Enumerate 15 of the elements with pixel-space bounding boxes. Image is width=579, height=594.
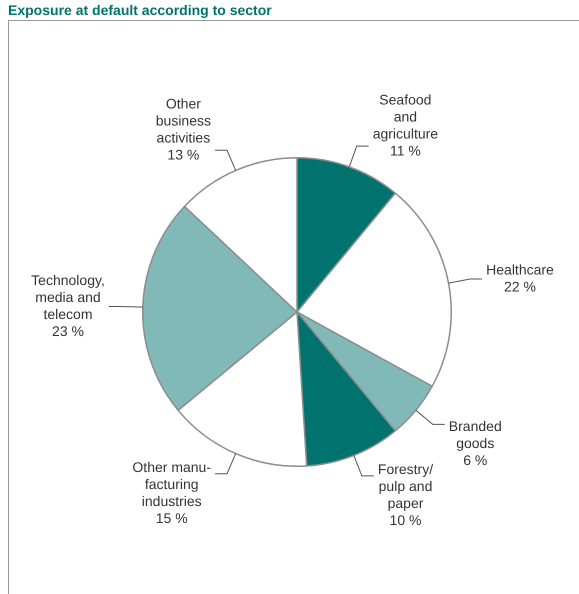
slice-label: Other manu- facturing industries — [132, 459, 212, 510]
slice-label: Branded goods — [448, 418, 502, 452]
data-label: 6 % — [463, 452, 488, 468]
data-label: 10 % — [390, 512, 422, 528]
data-label: 13 % — [167, 146, 200, 163]
slice-label: Seafood and agriculture — [372, 92, 438, 142]
slice-label: Forestry/ pulp and paper — [378, 461, 434, 512]
data-label: 15 % — [156, 510, 188, 526]
data-label: 22 % — [504, 278, 536, 294]
chart-title: Exposure at default according to sector — [8, 2, 272, 18]
slice-label: Healthcare — [486, 261, 554, 278]
slice-label: Technology, media and telecom — [31, 272, 105, 322]
slice-label: Other business activities — [156, 96, 212, 146]
data-label: 11 % — [390, 142, 421, 159]
data-label: 23 % — [52, 322, 84, 339]
